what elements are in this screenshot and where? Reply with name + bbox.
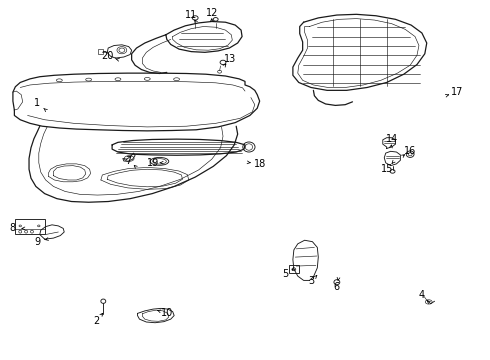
Text: 11: 11: [185, 10, 197, 20]
Text: 2: 2: [93, 316, 99, 326]
Text: 1: 1: [34, 98, 40, 108]
Text: 14: 14: [387, 134, 399, 144]
Text: 13: 13: [224, 54, 237, 64]
Text: 18: 18: [253, 159, 266, 169]
Text: 17: 17: [451, 87, 464, 97]
Text: 10: 10: [161, 309, 173, 318]
Text: 3: 3: [308, 276, 314, 287]
Text: 19: 19: [147, 158, 159, 168]
Text: 4: 4: [419, 291, 425, 301]
Bar: [98, 49, 103, 54]
Text: 20: 20: [101, 51, 113, 61]
Text: 5: 5: [282, 269, 288, 279]
Bar: [15, 220, 45, 234]
Text: 8: 8: [10, 224, 16, 233]
Text: 16: 16: [404, 145, 416, 156]
Text: 12: 12: [206, 8, 218, 18]
Text: 9: 9: [34, 237, 40, 247]
Text: 6: 6: [334, 282, 340, 292]
Text: 7: 7: [125, 156, 132, 166]
Bar: [289, 265, 299, 273]
Text: 15: 15: [381, 164, 393, 174]
